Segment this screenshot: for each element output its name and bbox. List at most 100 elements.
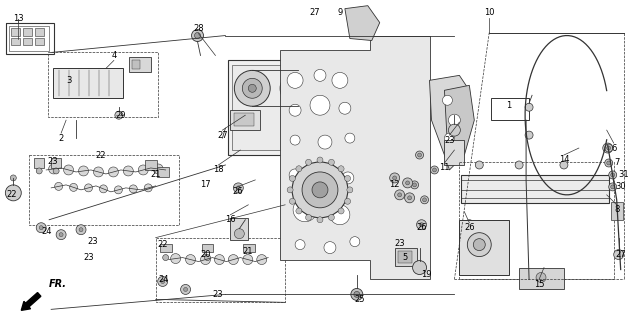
Circle shape	[442, 95, 453, 105]
Circle shape	[289, 104, 301, 116]
Circle shape	[390, 173, 399, 183]
Bar	[9, 26, 49, 52]
Text: 26: 26	[417, 223, 427, 232]
Circle shape	[344, 198, 351, 204]
Text: 20: 20	[200, 250, 211, 259]
Polygon shape	[430, 76, 469, 170]
Circle shape	[289, 175, 296, 181]
Bar	[229, 60, 333, 155]
Circle shape	[108, 167, 118, 177]
Bar	[444, 140, 465, 165]
Bar	[51, 158, 61, 168]
Bar	[11, 37, 20, 45]
Circle shape	[611, 173, 615, 177]
Circle shape	[609, 171, 617, 179]
Bar	[35, 37, 44, 45]
Circle shape	[288, 78, 308, 98]
Circle shape	[420, 196, 429, 204]
Text: 14: 14	[559, 156, 569, 164]
Circle shape	[294, 84, 302, 92]
Bar	[6, 23, 54, 54]
Circle shape	[611, 185, 615, 189]
Circle shape	[306, 159, 311, 165]
Bar	[491, 98, 529, 120]
Circle shape	[350, 237, 360, 247]
Circle shape	[351, 288, 363, 300]
Circle shape	[417, 220, 427, 230]
Circle shape	[10, 175, 16, 181]
Circle shape	[194, 33, 201, 38]
Circle shape	[330, 205, 350, 225]
Bar	[230, 110, 260, 130]
Circle shape	[345, 133, 355, 143]
Circle shape	[236, 186, 241, 190]
Circle shape	[432, 168, 437, 172]
Bar	[48, 52, 158, 117]
Circle shape	[408, 196, 411, 200]
Circle shape	[312, 182, 328, 198]
Circle shape	[416, 151, 423, 159]
Text: 23: 23	[87, 237, 98, 246]
Circle shape	[329, 214, 334, 220]
Text: 11: 11	[439, 164, 449, 172]
Circle shape	[317, 157, 323, 163]
Circle shape	[204, 255, 210, 260]
Circle shape	[215, 255, 225, 265]
Circle shape	[398, 193, 401, 197]
Text: 17: 17	[200, 180, 211, 189]
Circle shape	[317, 217, 323, 223]
Circle shape	[525, 131, 533, 139]
Circle shape	[392, 176, 397, 180]
Text: 7: 7	[614, 158, 619, 167]
Circle shape	[171, 253, 180, 264]
Bar	[398, 251, 411, 262]
Polygon shape	[280, 36, 430, 279]
Text: 25: 25	[354, 295, 365, 304]
Circle shape	[234, 70, 270, 106]
Text: 23: 23	[394, 239, 405, 248]
Circle shape	[411, 181, 418, 189]
Circle shape	[123, 166, 134, 176]
Text: 1: 1	[506, 101, 512, 110]
Text: 16: 16	[225, 215, 235, 224]
Circle shape	[347, 187, 353, 193]
Polygon shape	[444, 85, 474, 155]
Bar	[519, 268, 564, 289]
Bar	[29, 155, 179, 225]
Circle shape	[192, 29, 203, 42]
Bar	[230, 218, 248, 240]
Text: 8: 8	[614, 205, 619, 214]
Circle shape	[605, 144, 613, 152]
Bar	[35, 28, 44, 36]
Circle shape	[144, 184, 152, 192]
Text: 21: 21	[151, 171, 161, 180]
Text: 30: 30	[615, 182, 626, 191]
Bar	[53, 68, 123, 98]
Bar	[460, 220, 509, 275]
Circle shape	[39, 226, 43, 230]
Bar	[23, 37, 32, 45]
Circle shape	[287, 187, 293, 193]
Circle shape	[448, 114, 460, 126]
Polygon shape	[345, 6, 380, 41]
Text: 22: 22	[96, 150, 106, 160]
Circle shape	[184, 287, 187, 292]
Bar	[461, 175, 609, 203]
Circle shape	[287, 72, 303, 88]
Circle shape	[605, 159, 613, 167]
Bar	[145, 160, 157, 170]
Circle shape	[314, 69, 326, 81]
Text: 28: 28	[193, 24, 204, 33]
Circle shape	[201, 255, 210, 265]
Circle shape	[234, 183, 243, 193]
Circle shape	[515, 161, 523, 169]
Bar	[201, 244, 213, 252]
Circle shape	[85, 184, 92, 192]
Circle shape	[36, 168, 42, 174]
Circle shape	[302, 172, 338, 208]
Circle shape	[138, 165, 148, 175]
Circle shape	[413, 183, 417, 187]
Bar	[234, 113, 254, 126]
Circle shape	[394, 190, 404, 200]
Circle shape	[296, 166, 302, 172]
